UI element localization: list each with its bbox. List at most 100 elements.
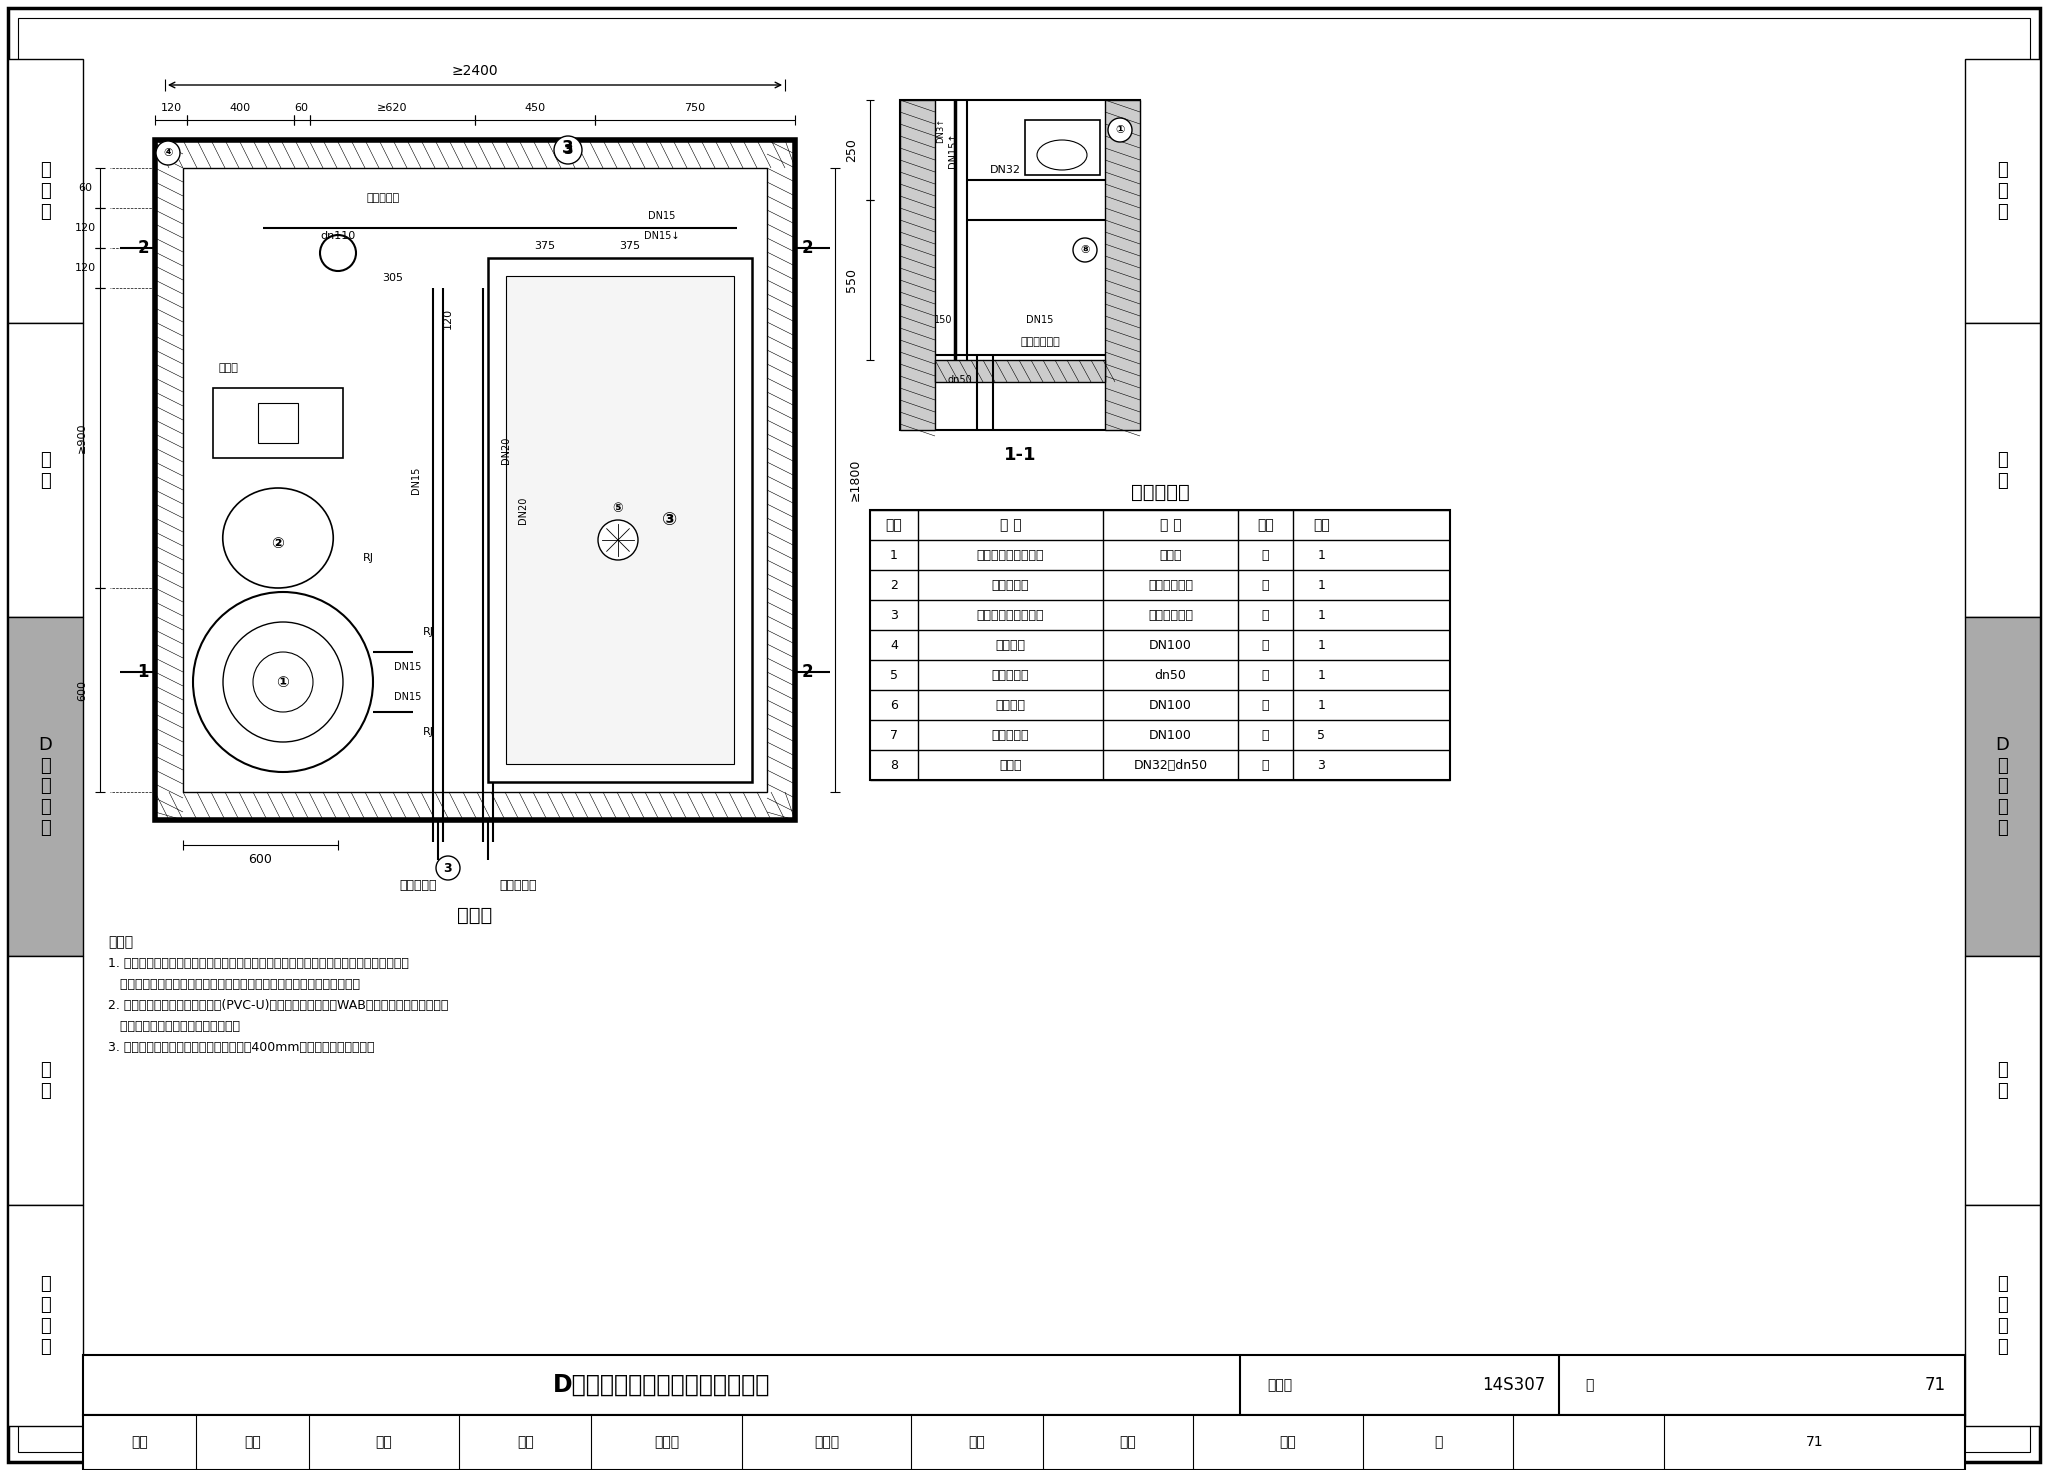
Text: ③: ③: [662, 512, 678, 529]
Text: 400: 400: [229, 103, 252, 113]
Bar: [258, 403, 299, 442]
Text: 坐式大便器: 坐式大便器: [991, 579, 1030, 591]
Ellipse shape: [1036, 140, 1087, 171]
Text: 2: 2: [137, 240, 150, 257]
Bar: [8, 59, 84, 323]
Text: ⑧: ⑧: [1079, 245, 1090, 254]
Text: 台上式: 台上式: [1159, 548, 1182, 562]
Circle shape: [1108, 118, 1133, 143]
Text: 总
说
明: 总 说 明: [1997, 162, 2007, 220]
Text: DN20: DN20: [518, 497, 528, 523]
Circle shape: [193, 592, 373, 772]
Text: 总
说
明: 总 说 明: [41, 162, 51, 220]
Text: 平面图: 平面图: [457, 906, 494, 925]
Text: RJ: RJ: [422, 628, 434, 637]
Text: 表示；如敷设在地坪装饰面层以下的水泥砂浆结合层内时，用虚线表示。: 表示；如敷设在地坪装饰面层以下的水泥砂浆结合层内时，用虚线表示。: [109, 978, 360, 991]
Bar: [1964, 1205, 2040, 1426]
Text: DN15: DN15: [1026, 315, 1053, 325]
Circle shape: [254, 653, 313, 711]
Text: ≥1800: ≥1800: [848, 459, 862, 501]
Text: 1: 1: [1317, 609, 1325, 622]
Text: 沈文早: 沈文早: [813, 1436, 840, 1449]
Text: DN15↑: DN15↑: [948, 132, 958, 168]
Text: ④: ④: [164, 148, 172, 157]
Text: 说明：: 说明：: [109, 935, 133, 950]
Text: 1: 1: [1317, 698, 1325, 711]
Text: 节
点
详
图: 节 点 详 图: [41, 1276, 51, 1355]
Text: DN15: DN15: [395, 662, 422, 672]
Text: 120: 120: [74, 223, 96, 234]
Text: 分体式下排水: 分体式下排水: [1149, 579, 1194, 591]
Text: 检修口: 检修口: [217, 363, 238, 373]
Text: 主要设备表: 主要设备表: [1130, 482, 1190, 501]
Bar: [1964, 956, 2040, 1205]
Text: 1: 1: [891, 548, 897, 562]
Bar: [487, 259, 752, 782]
Text: ≥2400: ≥2400: [453, 65, 498, 78]
Text: 校对: 校对: [516, 1436, 535, 1449]
Text: 1: 1: [1317, 579, 1325, 591]
Text: 375: 375: [535, 241, 555, 251]
Circle shape: [1073, 238, 1098, 262]
Text: 污水立管: 污水立管: [995, 638, 1026, 651]
Text: DN100: DN100: [1149, 638, 1192, 651]
Text: 2: 2: [801, 240, 813, 257]
Text: 接自热水表: 接自热水表: [399, 879, 436, 891]
Text: 71: 71: [1806, 1436, 1823, 1449]
Text: DN32: DN32: [989, 165, 1020, 175]
Circle shape: [156, 141, 180, 165]
Text: 2: 2: [801, 663, 813, 681]
Text: 厨
房: 厨 房: [41, 451, 51, 490]
Text: 完成装饰地面: 完成装饰地面: [1020, 337, 1061, 347]
Text: 600: 600: [248, 853, 272, 866]
Text: 审核: 审核: [131, 1436, 147, 1449]
Bar: [506, 276, 733, 764]
Bar: [1964, 323, 2040, 617]
Text: 1: 1: [1317, 669, 1325, 682]
Text: 铸铁排水管，不锈钢卡箍连接绘制。: 铸铁排水管，不锈钢卡箍连接绘制。: [109, 1020, 240, 1033]
Text: 2. 本图排水支管采用硬聚氯乙烯(PVC-U)排水管，排水立管按WAB特殊单立管柔性接口机制: 2. 本图排水支管采用硬聚氯乙烯(PVC-U)排水管，排水立管按WAB特殊单立管…: [109, 1000, 449, 1011]
Bar: [1024, 121, 1100, 175]
Bar: [1964, 617, 2040, 956]
Text: 3. 本卫生间平面布置同时也适用于坑距为400mm等尺寸的坐式大便器。: 3. 本卫生间平面布置同时也适用于坑距为400mm等尺寸的坐式大便器。: [109, 1041, 375, 1054]
Text: 450: 450: [524, 103, 545, 113]
Text: 120: 120: [74, 263, 96, 273]
Text: 直通式地漏: 直通式地漏: [991, 669, 1030, 682]
Bar: [899, 100, 1141, 431]
Text: 根: 根: [1262, 638, 1270, 651]
Bar: [8, 617, 84, 956]
Text: 混凝土砌块: 混凝土砌块: [367, 193, 399, 203]
Text: 1-1: 1-1: [1004, 445, 1036, 465]
Text: 600: 600: [78, 679, 86, 701]
Text: 万水: 万水: [1280, 1436, 1296, 1449]
Text: 单柄混合水嘴洗脸盆: 单柄混合水嘴洗脸盆: [977, 548, 1044, 562]
Ellipse shape: [223, 488, 334, 588]
Bar: [8, 956, 84, 1205]
Text: D型卫生间给排水管道安装方案五: D型卫生间给排水管道安装方案五: [553, 1373, 770, 1396]
Text: 250: 250: [846, 138, 858, 162]
Text: 不锈钢卡箍: 不锈钢卡箍: [991, 729, 1030, 741]
Text: DN3↑: DN3↑: [936, 118, 946, 143]
Text: 个: 个: [1262, 669, 1270, 682]
Text: 1: 1: [1317, 548, 1325, 562]
Bar: [84, 1416, 1964, 1470]
Text: dn50: dn50: [1155, 669, 1186, 682]
Text: ≥620: ≥620: [377, 103, 408, 113]
Text: RJ: RJ: [362, 553, 373, 563]
Text: 数量: 数量: [1313, 517, 1329, 532]
Text: 接自冷水表: 接自冷水表: [500, 879, 537, 891]
Text: 个: 个: [1262, 759, 1270, 772]
Text: 3: 3: [563, 140, 573, 157]
Text: 3: 3: [1317, 759, 1325, 772]
Text: dn110: dn110: [319, 231, 356, 241]
Text: ①: ①: [1116, 125, 1124, 135]
Text: dn50: dn50: [948, 375, 973, 385]
Text: ≥900: ≥900: [78, 423, 86, 453]
Text: 套: 套: [1262, 729, 1270, 741]
Circle shape: [598, 520, 639, 560]
Text: 14S307: 14S307: [1483, 1376, 1546, 1394]
Circle shape: [436, 856, 461, 881]
Text: DN100: DN100: [1149, 729, 1192, 741]
Text: 60: 60: [295, 103, 309, 113]
Text: 个: 个: [1262, 698, 1270, 711]
